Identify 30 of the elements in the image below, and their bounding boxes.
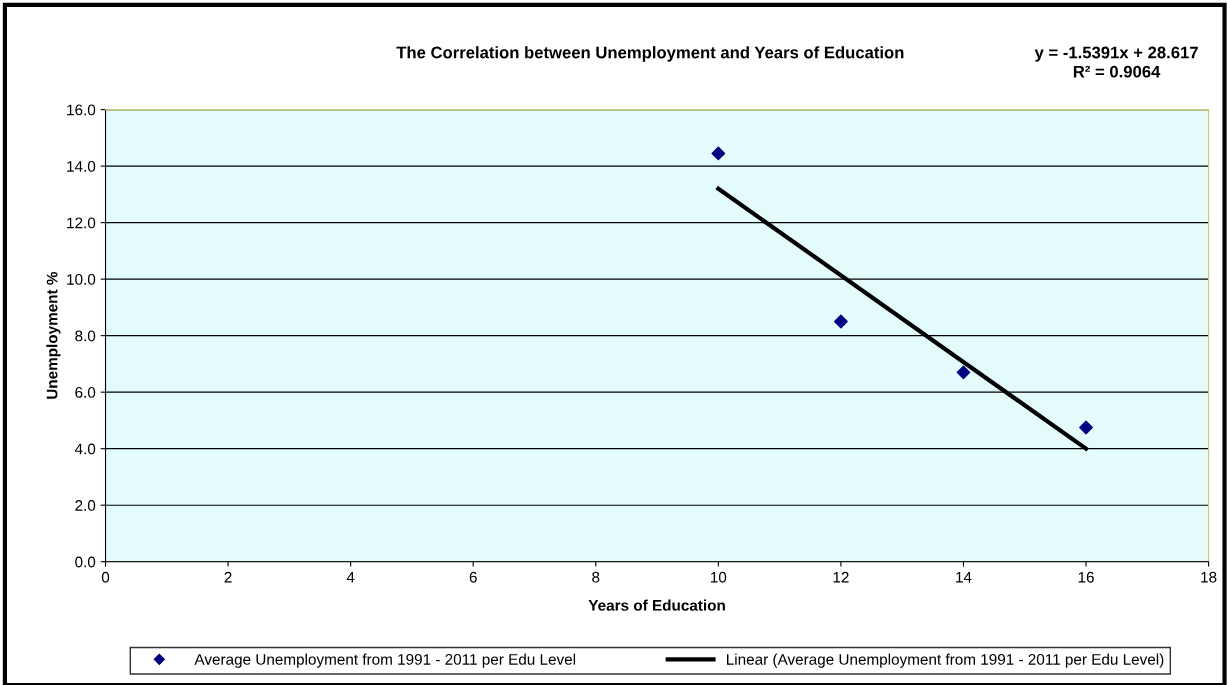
x-tick-label: 6	[469, 571, 477, 583]
legend-label: Linear (Average Unemployment from 1991 - 2011 per Edu Level)	[727, 653, 1164, 668]
point	[833, 314, 848, 329]
y-tick-label: 2.0	[75, 500, 96, 511]
chart-title: The Correlation between Unemployment and Years of Education	[396, 46, 904, 62]
y-tick-label: 14.0	[67, 160, 96, 172]
point	[1079, 420, 1093, 435]
y-tick-label: 10.0	[67, 274, 96, 285]
x-tick-label: 4	[346, 571, 355, 583]
y-axis-title: Unemployment %	[46, 271, 61, 399]
x-tick-label: 0	[101, 571, 110, 583]
text: y = -1.5391x + 28.617	[1034, 46, 1198, 62]
x-tick-label: 2	[224, 571, 232, 583]
y-tick-label: 6.0	[75, 387, 96, 398]
x-tick-label: 14	[956, 571, 972, 583]
x-axis-title: Years of Education	[588, 599, 725, 611]
y-tick-label: 4.0	[74, 443, 96, 455]
x-tick-label: 16	[1078, 571, 1094, 583]
point	[956, 365, 971, 380]
x-tick-label: 12	[833, 571, 849, 583]
x-tick-label: 18	[1201, 571, 1217, 583]
point	[711, 146, 726, 161]
y-tick-label: 0.0	[75, 556, 96, 568]
text: R² = 0.9064	[1073, 65, 1161, 78]
x-tick-label: 8	[592, 571, 600, 583]
y-tick-label: 8.0	[75, 330, 96, 342]
x-tick-label: 10	[711, 571, 727, 583]
y-tick-label: 12.0	[67, 217, 96, 229]
legend-label: Average Unemployment from 1991 - 2011 per Edu Level	[194, 653, 576, 668]
y-tick-label: 16.0	[67, 104, 96, 116]
